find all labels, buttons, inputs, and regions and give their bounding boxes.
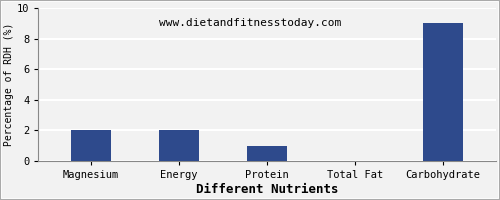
Bar	[160, 130, 199, 161]
Bar	[424, 23, 463, 161]
Bar	[248, 146, 287, 161]
Bar	[72, 130, 111, 161]
Text: www.dietandfitnesstoday.com: www.dietandfitnesstoday.com	[159, 18, 341, 28]
X-axis label: Different Nutrients: Different Nutrients	[196, 183, 338, 196]
Y-axis label: Percentage of RDH (%): Percentage of RDH (%)	[4, 23, 14, 146]
